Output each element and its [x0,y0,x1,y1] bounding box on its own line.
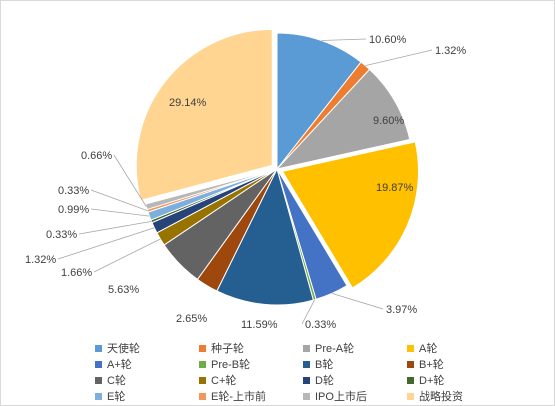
legend-swatch [407,376,414,384]
data-label: 5.63% [108,284,139,296]
legend-label: A轮 [419,343,438,355]
legend-swatch [95,376,102,384]
leader-line [78,220,152,235]
legend-item: B轮 [303,357,407,371]
legend-item: A轮 [407,341,511,355]
pie-slices [135,28,420,306]
legend-swatch [199,344,206,352]
leader-line [113,154,147,207]
legend-label: Pre-A轮 [315,343,355,355]
legend-label: C+轮 [211,375,237,387]
legend-swatch [303,376,310,384]
data-label: 1.32% [435,45,466,57]
legend-swatch [199,392,206,400]
legend-item: C+轮 [199,373,303,387]
leader-line [365,49,433,67]
leader-line [57,227,155,260]
legend-swatch [95,344,102,352]
legend: 天使轮 种子轮 Pre-A轮 A轮 A+轮 Pre-B轮 B轮 B+轮 C轮 C+轮 D轮 D+轮 E轮… [95,341,515,403]
legend-label: A+轮 [107,359,132,371]
legend-label: 种子轮 [211,343,244,355]
legend-label: Pre-B轮 [211,359,251,371]
legend-label: B+轮 [419,359,444,371]
legend-swatch [407,344,414,352]
data-label: 10.60% [369,34,407,46]
data-label: 29.14% [169,97,207,109]
legend-item: Pre-B轮 [199,357,303,371]
legend-swatch [95,392,102,400]
legend-item: E轮 [95,389,199,403]
data-label: 19.87% [376,182,414,194]
legend-item: 天使轮 [95,341,199,355]
legend-swatch [95,360,102,368]
leader-line [90,208,150,217]
data-label: 3.97% [386,304,417,316]
legend-item: 种子轮 [199,341,303,355]
leader-line [331,293,384,310]
leader-line [321,38,367,41]
legend-label: C轮 [107,375,126,387]
legend-item: A+轮 [95,357,199,371]
legend-item: E轮-上市前 [199,389,303,403]
data-label: 0.33% [58,185,89,197]
data-label: 0.66% [81,150,112,162]
legend-label: 天使轮 [107,343,140,355]
pie-slice [276,32,362,171]
data-label: 2.65% [176,313,207,325]
legend-label: B轮 [315,359,334,371]
data-label: 0.33% [46,229,77,241]
legend-swatch [407,392,414,400]
legend-item: B+轮 [407,357,511,371]
legend-label: D轮 [315,375,334,387]
leader-lines [57,38,433,325]
legend-swatch [303,344,310,352]
legend-swatch [199,360,206,368]
legend-swatch [199,376,206,384]
legend-label: E轮-上市前 [211,391,266,403]
legend-item: D轮 [303,373,407,387]
data-label: 0.33% [305,319,336,331]
legend-label: IPO上市后 [315,391,367,403]
leader-line [301,299,316,325]
data-label: 0.99% [58,204,89,216]
legend-item: Pre-A轮 [303,341,407,355]
data-label: 1.32% [25,254,56,266]
legend-item: C轮 [95,373,199,387]
pie-slice [275,68,411,170]
legend-item: IPO上市后 [303,389,407,403]
legend-swatch [303,392,310,400]
data-labels: 10.60% 1.32% 9.60% 19.87% 3.97% 0.33% 11.59% 2.… [25,34,466,331]
legend-swatch [407,360,414,368]
legend-item: D+轮 [407,373,511,387]
leader-line [90,189,148,212]
pie-slice [216,167,314,306]
data-label: 9.60% [373,115,404,127]
data-label: 1.66% [61,267,92,279]
pie-slice [135,28,273,201]
legend-label: 战略投资 [419,391,463,403]
legend-item: 战略投资 [407,389,511,403]
legend-label: E轮 [107,391,126,403]
pie-slice [281,141,420,289]
leader-line [93,238,161,273]
legend-label: D+轮 [419,375,445,387]
legend-swatch [303,360,310,368]
data-label: 11.59% [241,319,278,331]
